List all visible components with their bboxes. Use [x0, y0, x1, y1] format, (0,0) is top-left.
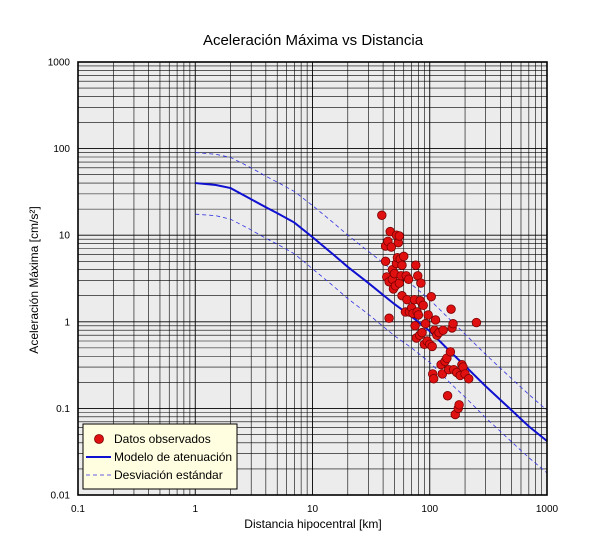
data-point: [426, 291, 436, 302]
x-tick-label: 10: [307, 504, 319, 515]
data-point: [423, 310, 433, 320]
legend-label-observed: Datos observados: [114, 432, 211, 446]
data-point: [437, 369, 448, 379]
x-tick-label: 1: [192, 504, 198, 515]
x-tick-label: 1000: [536, 504, 559, 515]
data-point: [420, 319, 431, 329]
std-deviation-line: [195, 213, 548, 474]
data-point: [403, 274, 414, 284]
y-tick-label: 100: [53, 144, 70, 155]
data-point: [448, 319, 458, 329]
curves-layer: [195, 152, 548, 474]
scatter-layer: [377, 210, 482, 420]
y-tick-label: 0.01: [51, 491, 71, 502]
y-axis-label: Aceleración Máxima [cm/s²]: [27, 206, 41, 353]
y-tick-labels: 0.01 0.1 1 10 100 1000: [48, 58, 71, 502]
data-point: [394, 231, 405, 241]
data-point: [380, 256, 391, 266]
x-tick-labels: 0.1 1 10 100 1000: [71, 504, 559, 515]
data-point: [410, 321, 420, 331]
data-point: [413, 310, 424, 320]
data-point: [446, 304, 456, 314]
attenuation-model-line: [195, 182, 548, 442]
data-point: [454, 400, 464, 410]
data-point: [464, 374, 474, 384]
data-point: [397, 260, 407, 270]
x-axis-label: Distancia hipocentral [km]: [244, 517, 381, 531]
legend-marker-observed: [94, 434, 104, 444]
data-point: [384, 313, 394, 323]
data-point: [416, 278, 426, 288]
chart-title: Aceleración Máxima vs Distancia: [203, 32, 424, 49]
data-point: [427, 341, 437, 352]
x-tick-label: 100: [421, 504, 438, 515]
legend-label-std: Desviación estándar: [114, 468, 223, 482]
data-point: [430, 315, 441, 325]
legend-label-model: Modelo de atenuación: [114, 450, 232, 464]
data-point: [445, 347, 456, 357]
data-point: [471, 317, 482, 328]
data-point: [417, 327, 427, 338]
data-point: [386, 242, 397, 252]
plot-frame: [77, 61, 548, 496]
data-point: [418, 300, 428, 311]
data-point: [442, 391, 453, 401]
y-tick-label: 10: [59, 231, 71, 242]
legend: Datos observados Modelo de atenuación De…: [82, 423, 238, 490]
x-tick-label: 0.1: [71, 504, 85, 515]
y-tick-label: 1: [64, 317, 70, 328]
std-deviation-line: [195, 152, 548, 411]
data-point: [411, 260, 421, 270]
grid: [78, 62, 547, 495]
data-point: [428, 374, 439, 384]
data-point: [399, 251, 409, 262]
data-point: [438, 325, 448, 335]
y-tick-label: 0.1: [56, 404, 70, 415]
data-point: [377, 210, 387, 220]
y-tick-label: 1000: [48, 58, 71, 69]
